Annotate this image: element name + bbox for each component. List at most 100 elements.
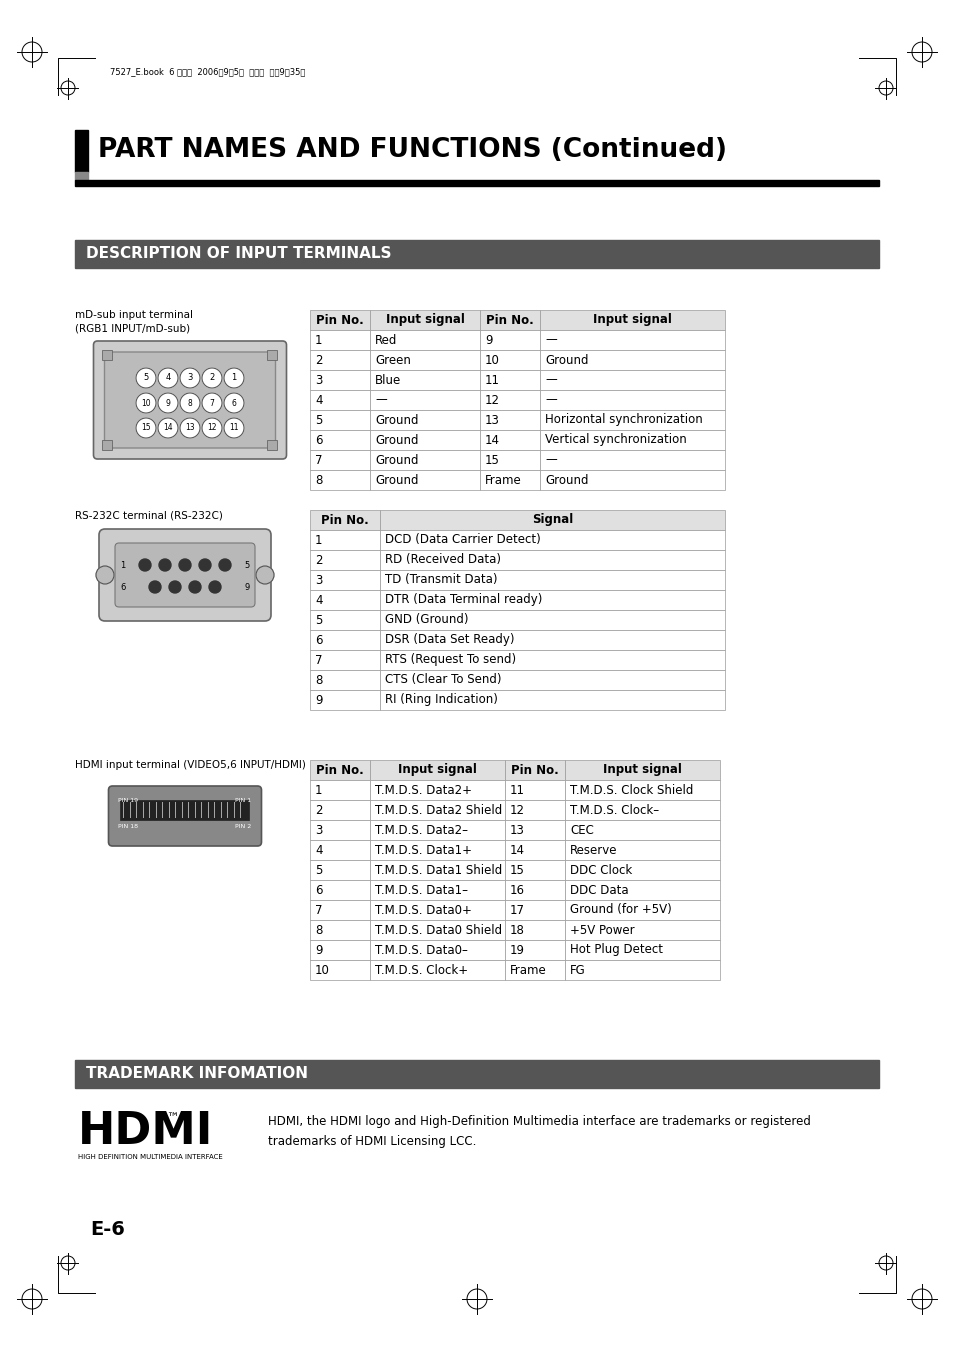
Bar [310, 430, 370, 450]
Text: HDMI, the HDMI logo and High-Definition Multimedia interface are trademarks or r: HDMI, the HDMI logo and High-Definition … [268, 1115, 810, 1148]
Text: 3: 3 [314, 574, 322, 586]
Bar [370, 350, 479, 370]
Text: 5: 5 [143, 373, 149, 382]
Text: 5: 5 [244, 561, 250, 570]
Bar [370, 820, 504, 840]
Text: 8: 8 [314, 924, 322, 936]
Text: mD-sub input terminal
(RGB1 INPUT/mD-sub): mD-sub input terminal (RGB1 INPUT/mD-sub… [75, 309, 193, 334]
Circle shape [219, 559, 231, 571]
Text: FG: FG [569, 963, 585, 977]
Circle shape [199, 559, 211, 571]
Bar [370, 940, 504, 961]
Text: 7: 7 [314, 654, 322, 666]
Text: ™: ™ [166, 1112, 178, 1125]
Bar [379, 611, 724, 630]
Bar [310, 590, 379, 611]
Bar [267, 350, 277, 359]
Bar [479, 409, 539, 430]
Text: —: — [544, 334, 557, 346]
FancyBboxPatch shape [105, 353, 275, 449]
Text: 16: 16 [510, 884, 524, 897]
Text: T.M.D.S. Data2–: T.M.D.S. Data2– [375, 824, 468, 836]
Bar [539, 309, 724, 330]
Text: 1: 1 [314, 784, 322, 797]
Text: 14: 14 [510, 843, 524, 857]
Text: T.M.D.S. Data1–: T.M.D.S. Data1– [375, 884, 468, 897]
Circle shape [189, 581, 201, 593]
Text: 1: 1 [232, 373, 236, 382]
Text: DDC Clock: DDC Clock [569, 863, 632, 877]
Bar [504, 920, 564, 940]
Bar [310, 409, 370, 430]
Text: HDMI: HDMI [78, 1111, 213, 1152]
Bar [539, 450, 724, 470]
Text: DCD (Data Carrier Detect): DCD (Data Carrier Detect) [385, 534, 540, 547]
Bar [504, 880, 564, 900]
FancyBboxPatch shape [99, 530, 271, 621]
Bar [564, 761, 720, 780]
Bar [379, 690, 724, 711]
Bar [370, 409, 479, 430]
Text: 13: 13 [484, 413, 499, 427]
Text: 8: 8 [188, 399, 193, 408]
Bar [564, 940, 720, 961]
Text: 4: 4 [314, 593, 322, 607]
Bar [310, 570, 379, 590]
Circle shape [96, 566, 113, 584]
Text: Ground: Ground [544, 473, 588, 486]
Text: 15: 15 [510, 863, 524, 877]
Text: —: — [544, 393, 557, 407]
Text: —: — [544, 454, 557, 466]
Text: DESCRIPTION OF INPUT TERMINALS: DESCRIPTION OF INPUT TERMINALS [86, 246, 391, 262]
Bar [379, 530, 724, 550]
Text: 5: 5 [314, 613, 322, 627]
Bar [310, 940, 370, 961]
Bar [310, 920, 370, 940]
Text: 9: 9 [314, 693, 322, 707]
Text: Green: Green [375, 354, 411, 366]
Text: 10: 10 [484, 354, 499, 366]
Text: RTS (Request To send): RTS (Request To send) [385, 654, 516, 666]
Text: 10: 10 [314, 963, 330, 977]
FancyBboxPatch shape [115, 543, 254, 607]
Bar [370, 450, 479, 470]
Text: 7527_E.book  6 ページ  2006年9月5日  火曜日  午後9時35分: 7527_E.book 6 ページ 2006年9月5日 火曜日 午後9時35分 [110, 68, 305, 77]
Text: 9: 9 [484, 334, 492, 346]
Text: Red: Red [375, 334, 397, 346]
Circle shape [180, 367, 200, 388]
Text: RD (Received Data): RD (Received Data) [385, 554, 500, 566]
Text: Input signal: Input signal [593, 313, 671, 327]
Text: 13: 13 [510, 824, 524, 836]
Text: Ground: Ground [375, 413, 418, 427]
Bar [310, 309, 370, 330]
Bar [310, 450, 370, 470]
Bar [564, 840, 720, 861]
Text: Ground: Ground [375, 454, 418, 466]
Text: GND (Ground): GND (Ground) [385, 613, 468, 627]
Text: CTS (Clear To Send): CTS (Clear To Send) [385, 674, 501, 686]
Circle shape [224, 393, 244, 413]
Text: T.M.D.S. Data0 Shield: T.M.D.S. Data0 Shield [375, 924, 501, 936]
Circle shape [224, 417, 244, 438]
Text: 15: 15 [484, 454, 499, 466]
Circle shape [179, 559, 191, 571]
Bar [539, 330, 724, 350]
Bar [564, 861, 720, 880]
Text: DDC Data: DDC Data [569, 884, 628, 897]
Text: PART NAMES AND FUNCTIONS (Continued): PART NAMES AND FUNCTIONS (Continued) [98, 136, 726, 163]
Bar [504, 800, 564, 820]
Bar [504, 780, 564, 800]
Text: T.M.D.S. Data1 Shield: T.M.D.S. Data1 Shield [375, 863, 501, 877]
Text: RI (Ring Indication): RI (Ring Indication) [385, 693, 497, 707]
Bar [379, 570, 724, 590]
Circle shape [202, 417, 222, 438]
Bar [370, 370, 479, 390]
Bar [370, 961, 504, 979]
Text: 7: 7 [210, 399, 214, 408]
Bar [479, 430, 539, 450]
Circle shape [180, 393, 200, 413]
Text: 6: 6 [314, 884, 322, 897]
Text: Signal: Signal [532, 513, 573, 527]
Bar [310, 761, 370, 780]
Text: 9: 9 [166, 399, 171, 408]
